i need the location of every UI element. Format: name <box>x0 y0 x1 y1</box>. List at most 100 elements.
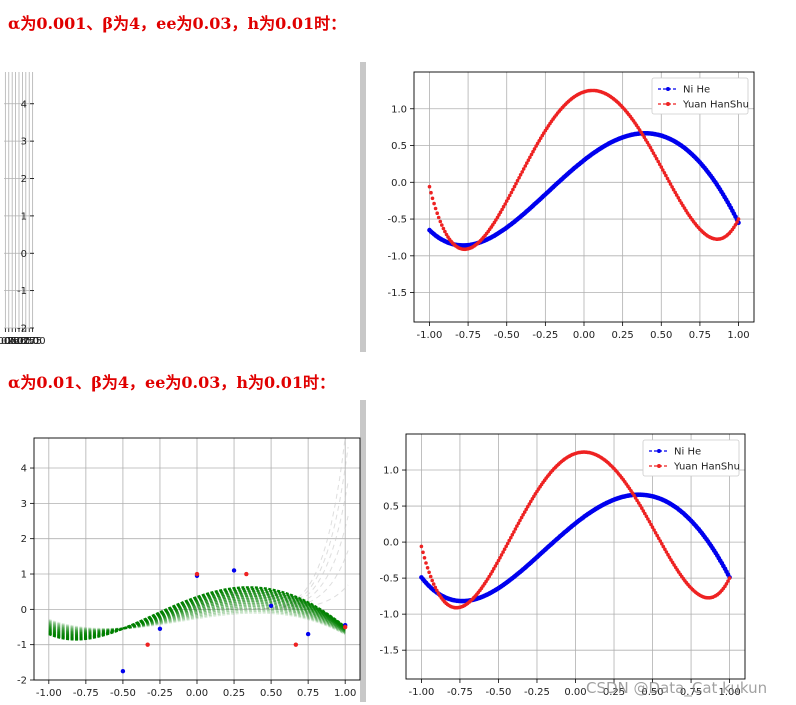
x-tick-label: 1.00 <box>0 336 16 347</box>
x-tick-label: 0.25 <box>603 687 625 698</box>
x-tick-label: 0.50 <box>650 330 672 341</box>
yuan-hanshu-point <box>656 159 660 164</box>
x-tick-label: 0.00 <box>573 330 595 341</box>
yuan-hanshu-point <box>665 176 670 181</box>
y-tick-label: 0.5 <box>383 502 399 513</box>
y-tick-label: 3 <box>21 499 27 510</box>
yuan-hanshu-point <box>674 193 679 197</box>
yuan-hanshu-point <box>525 504 530 509</box>
yuan-hanshu-point <box>511 187 515 192</box>
yuan-hanshu-point <box>489 572 493 576</box>
legend-label: Yuan HanShu <box>673 462 740 473</box>
x-tick-label: -0.50 <box>13 336 39 347</box>
yuan-hanshu-point <box>499 553 504 557</box>
x-tick-label: 0.50 <box>641 687 663 698</box>
yuan-hanshu-point <box>726 579 730 583</box>
yuan-hanshu-point <box>509 190 514 195</box>
yuan-hanshu-point <box>534 144 538 148</box>
yuan-hanshu-point <box>659 165 664 169</box>
green-fit-chart-1: -1.00-0.75-0.50-0.250.000.250.500.751.00… <box>0 62 366 352</box>
data-point <box>293 642 299 647</box>
yuan-hanshu-point <box>724 582 729 586</box>
yuan-hanshu-point <box>654 156 659 161</box>
yuan-hanshu-point <box>537 139 541 143</box>
yuan-hanshu-point <box>644 514 649 519</box>
x-tick-label: 0.75 <box>0 336 20 347</box>
yuan-hanshu-point <box>506 196 511 201</box>
green-fit-curve <box>48 604 346 634</box>
yuan-hanshu-point <box>435 588 439 593</box>
y-tick-label: 4 <box>21 464 27 475</box>
yuan-hanshu-point <box>735 220 739 224</box>
yuan-hanshu-point <box>519 515 524 520</box>
yuan-hanshu-point <box>636 501 641 505</box>
y-tick-label: 4 <box>21 99 27 110</box>
x-tick-label: -1.00 <box>408 687 434 698</box>
yuan-hanshu-point <box>428 574 433 579</box>
yuan-hanshu-point <box>525 161 529 165</box>
yuan-hanshu-point <box>538 136 543 140</box>
x-tick-label: 1.00 <box>718 687 740 698</box>
yuan-hanshu-point <box>521 513 525 517</box>
x-tick-label: 0.75 <box>689 330 711 341</box>
section-heading-2: α为0.01、β为4，ee为0.03，h为0.01时： <box>8 373 335 392</box>
window-edge <box>360 62 366 352</box>
yuan-hanshu-point <box>523 164 528 168</box>
y-tick-label: 1.0 <box>383 466 399 477</box>
y-tick-label: -1 <box>17 640 27 651</box>
x-tick-label: 0.00 <box>564 687 586 698</box>
legend-swatch-marker <box>657 449 661 453</box>
yuan-hanshu-point <box>427 570 431 575</box>
yuan-hanshu-point <box>501 550 505 554</box>
green-fit-curve <box>48 586 346 641</box>
y-tick-label: 3 <box>21 137 27 148</box>
legend-box <box>651 77 749 115</box>
yuan-hanshu-point <box>670 185 674 189</box>
yuan-hanshu-point <box>501 204 506 209</box>
yuan-hanshu-point <box>492 566 496 571</box>
y-tick-label: 2 <box>21 534 27 545</box>
yuan-hanshu-point <box>527 502 532 506</box>
green-fit-curve <box>48 608 346 635</box>
x-tick-label: 0.25 <box>4 336 26 347</box>
yuan-hanshu-point <box>656 536 661 541</box>
yuan-hanshu-point <box>529 499 533 504</box>
x-tick-label: -0.75 <box>447 687 473 698</box>
green-fit-curve <box>48 606 346 634</box>
yuan-hanshu-point <box>432 201 436 206</box>
yuan-hanshu-point <box>651 151 656 155</box>
y-tick-label: 1 <box>21 570 27 581</box>
yuan-hanshu-point <box>526 158 531 162</box>
yuan-hanshu-point <box>520 170 524 174</box>
yuan-hanshu-point <box>727 576 732 580</box>
yuan-hanshu-point <box>524 507 528 512</box>
yuan-hanshu-point <box>521 167 526 171</box>
yuan-hanshu-point <box>652 528 656 532</box>
x-tick-label: -0.50 <box>110 688 136 699</box>
x-tick-label: -0.75 <box>16 336 42 347</box>
x-tick-label: -0.75 <box>73 688 99 699</box>
plot-frame <box>413 71 755 323</box>
legend-label: Ni He <box>683 85 710 96</box>
y-tick-label: 0.0 <box>383 538 399 549</box>
yuan-hanshu-point <box>736 217 741 221</box>
yuan-hanshu-point <box>433 206 438 211</box>
green-fit-chart-2: -1.00 -0.75 -0.50 -0.25 0.00 0.25 0.50 0.75 1.00… <box>17 400 366 702</box>
yuan-hanshu-point <box>429 190 433 195</box>
yuan-hanshu-point <box>430 196 435 201</box>
x-tick-label: 0.50 <box>260 688 282 699</box>
yuan-hanshu-point <box>500 207 504 212</box>
x-tick-label: -0.25 <box>532 330 558 341</box>
yuan-hanshu-point <box>495 561 499 566</box>
yuan-hanshu-point <box>493 564 498 568</box>
yuan-hanshu-point <box>678 198 682 203</box>
yuan-hanshu-point <box>661 544 666 549</box>
yuan-hanshu-point <box>498 210 503 214</box>
yuan-hanshu-point <box>431 582 436 586</box>
x-tick-label: 1.00 <box>727 330 749 341</box>
yuan-hanshu-point <box>441 226 446 231</box>
yuan-hanshu-point <box>650 525 655 529</box>
yuan-hanshu-point <box>643 511 647 516</box>
x-tick-label: 0.75 <box>297 688 319 699</box>
y-tick-label: -1.5 <box>387 288 407 299</box>
